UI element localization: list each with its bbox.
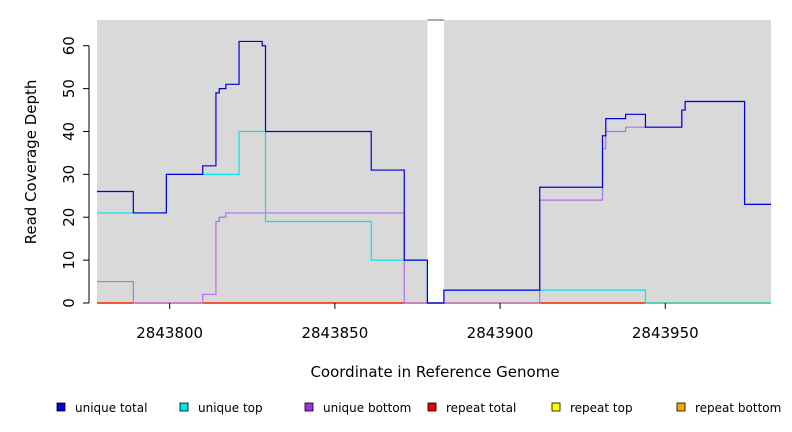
y-tick-label: 20 — [60, 208, 78, 227]
y-tick-label: 0 — [60, 298, 78, 308]
legend-label: unique top — [198, 401, 263, 415]
legend-swatch — [427, 402, 437, 412]
x-tick-label: 2843900 — [467, 324, 534, 342]
x-axis-title: Coordinate in Reference Genome — [310, 363, 559, 381]
x-tick-label: 2843800 — [136, 324, 203, 342]
legend-swatch — [676, 402, 686, 412]
y-tick-label: 60 — [60, 36, 78, 55]
x-tick-label: 2843850 — [301, 324, 368, 342]
x-tick-label: 2843950 — [632, 324, 699, 342]
legend: unique total unique top unique bottom repea… — [56, 401, 781, 415]
y-tick-label: 10 — [60, 251, 78, 270]
series-layer — [97, 40, 771, 304]
y-tick-label: 40 — [60, 122, 78, 141]
legend-label: unique bottom — [323, 401, 411, 415]
legend-label: repeat total — [446, 401, 516, 415]
legend-swatch — [551, 402, 561, 412]
panel-left — [97, 20, 428, 303]
y-tick-label: 50 — [60, 79, 78, 98]
x-axis: 2843800 2843850 2843900 2843950 — [136, 303, 699, 342]
y-axis: 0 10 20 30 40 50 60 — [60, 36, 90, 308]
legend-swatch — [304, 402, 314, 412]
y-tick-label: 30 — [60, 165, 78, 184]
y-axis-title: Read Coverage Depth — [22, 80, 40, 245]
legend-swatch — [56, 402, 66, 412]
panel-right — [443, 20, 771, 303]
plot-background — [97, 19, 771, 303]
series-line-unique-total — [97, 40, 771, 304]
legend-label: unique total — [75, 401, 147, 415]
legend-label: repeat bottom — [695, 401, 781, 415]
legend-swatch — [179, 402, 189, 412]
legend-label: repeat top — [570, 401, 633, 415]
